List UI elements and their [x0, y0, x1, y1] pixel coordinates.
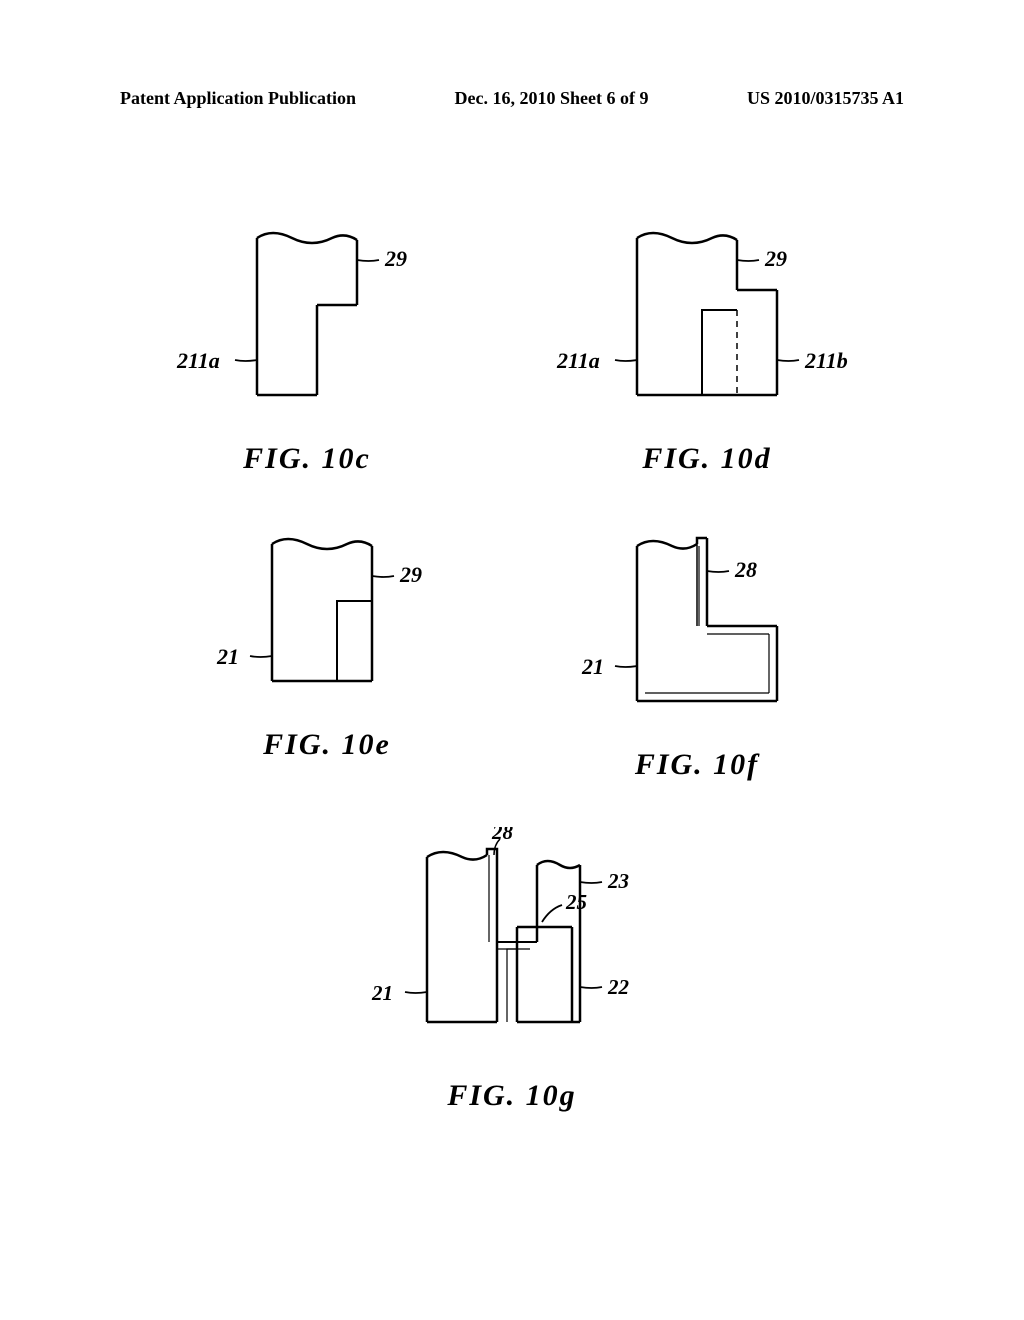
header-right: US 2010/0315735 A1 — [747, 88, 904, 109]
caption-10g: FIG. 10g — [342, 1079, 682, 1113]
label-28: 28 — [491, 827, 514, 844]
label-23: 23 — [607, 869, 629, 893]
header-left: Patent Application Publication — [120, 88, 356, 109]
caption-10e: FIG. 10e — [187, 728, 467, 762]
figure-10d: 29 211a 211b FIG. 10d — [547, 220, 867, 476]
caption-10d: FIG. 10d — [547, 442, 867, 476]
label-211b: 211b — [804, 348, 848, 373]
caption-10c: FIG. 10c — [157, 442, 457, 476]
label-21: 21 — [371, 981, 393, 1005]
figure-10e: 29 21 FIG. 10e — [187, 526, 467, 782]
label-22: 22 — [607, 975, 630, 999]
label-211a: 211a — [556, 348, 600, 373]
figures-container: 29 211a FIG. 10c — [0, 200, 1024, 1200]
label-211a: 211a — [176, 348, 220, 373]
label-29: 29 — [764, 246, 787, 271]
figure-10f: 28 21 FIG. 10f — [557, 526, 837, 782]
figure-10c: 29 211a FIG. 10c — [157, 220, 457, 476]
figure-10g: 28 23 25 22 21 FIG. 10g — [342, 827, 682, 1113]
label-21: 21 — [581, 654, 604, 679]
label-29: 29 — [384, 246, 407, 271]
header-center: Dec. 16, 2010 Sheet 6 of 9 — [455, 88, 649, 109]
label-21: 21 — [216, 644, 239, 669]
label-28: 28 — [734, 557, 757, 582]
caption-10f: FIG. 10f — [557, 748, 837, 782]
label-25: 25 — [565, 890, 587, 914]
label-29: 29 — [399, 562, 422, 587]
